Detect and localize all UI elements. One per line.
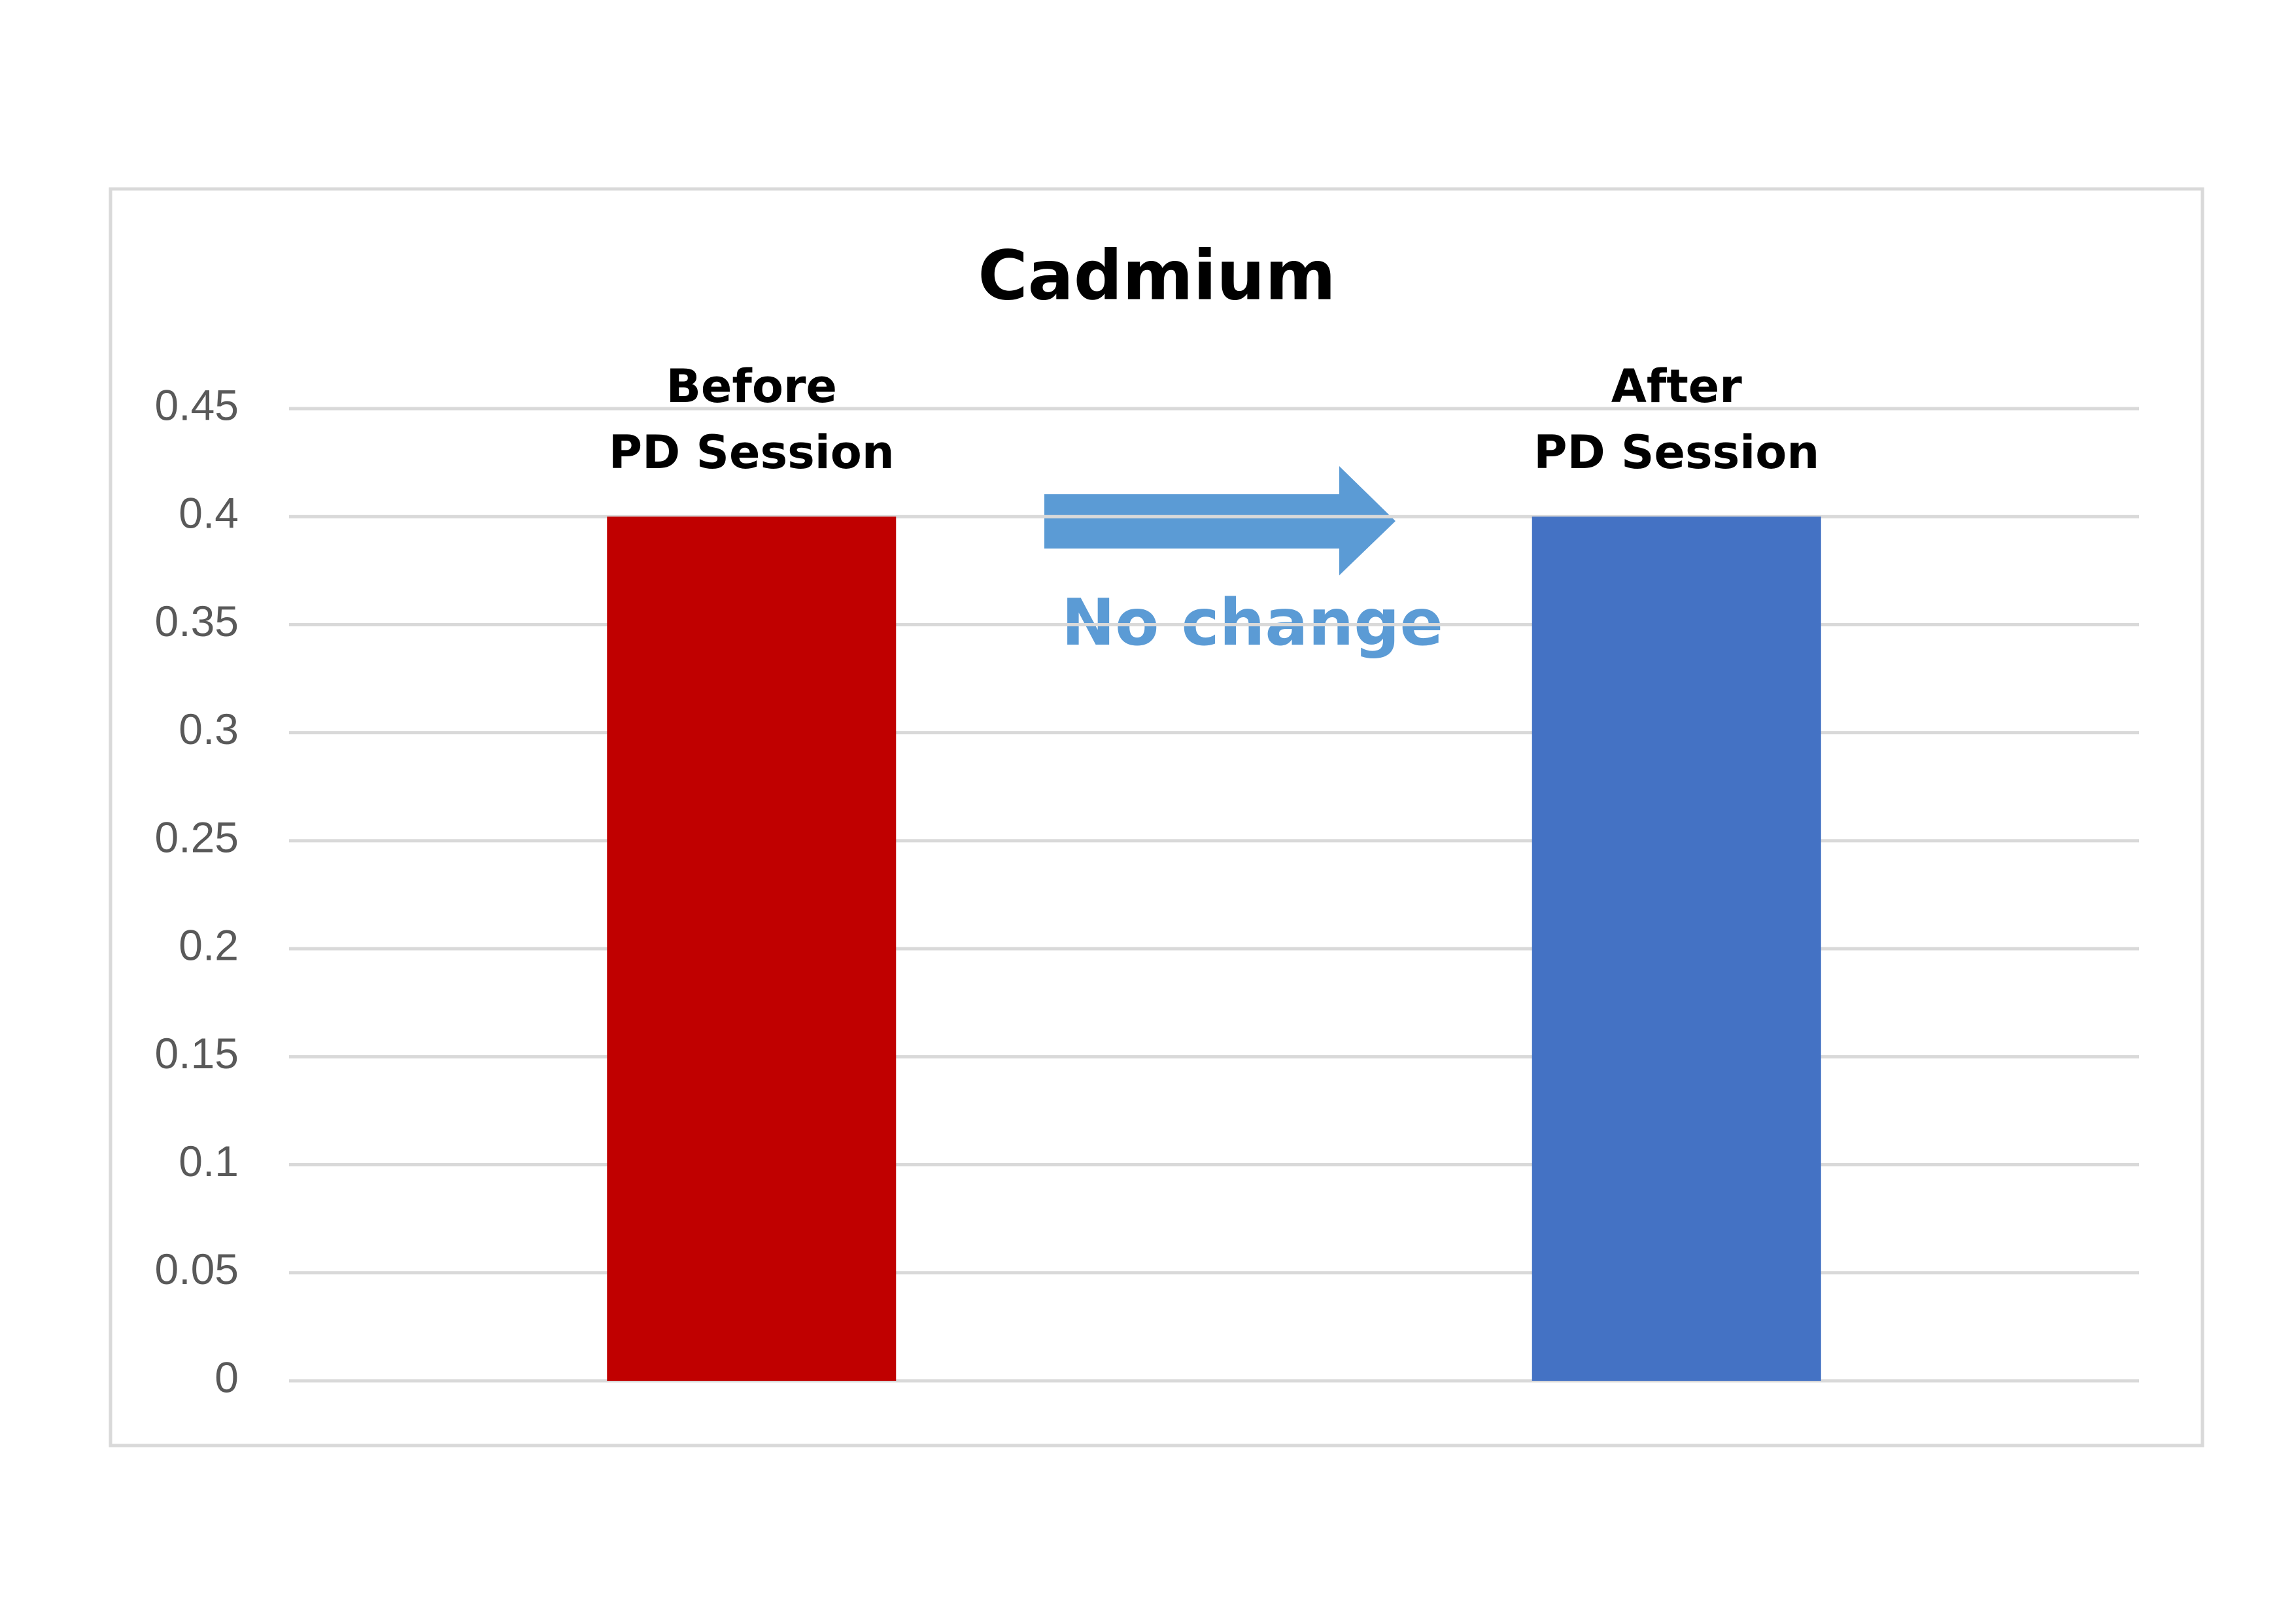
chart-title: Cadmium (978, 235, 1335, 315)
annotation: No change (1061, 586, 1443, 660)
bar (1532, 516, 1821, 1381)
y-tick-label: 0.1 (179, 1137, 239, 1185)
y-tick-label: 0.2 (179, 921, 239, 970)
category-label: After PD Session (1533, 360, 1819, 479)
y-tick-label: 0.05 (155, 1245, 239, 1293)
y-tick-label: 0.15 (155, 1029, 239, 1077)
category-label: Before PD Session (609, 360, 895, 479)
y-tick-label: 0 (214, 1353, 239, 1401)
y-tick-label: 0.3 (179, 705, 239, 753)
chart-frame (109, 187, 2204, 1447)
y-tick-label: 0.45 (155, 381, 239, 429)
y-tick-label: 0.25 (155, 813, 239, 861)
arrow (1044, 466, 1395, 575)
y-tick-label: 0.35 (155, 597, 239, 645)
y-tick-label: 0.4 (179, 489, 239, 537)
bar (607, 516, 897, 1381)
